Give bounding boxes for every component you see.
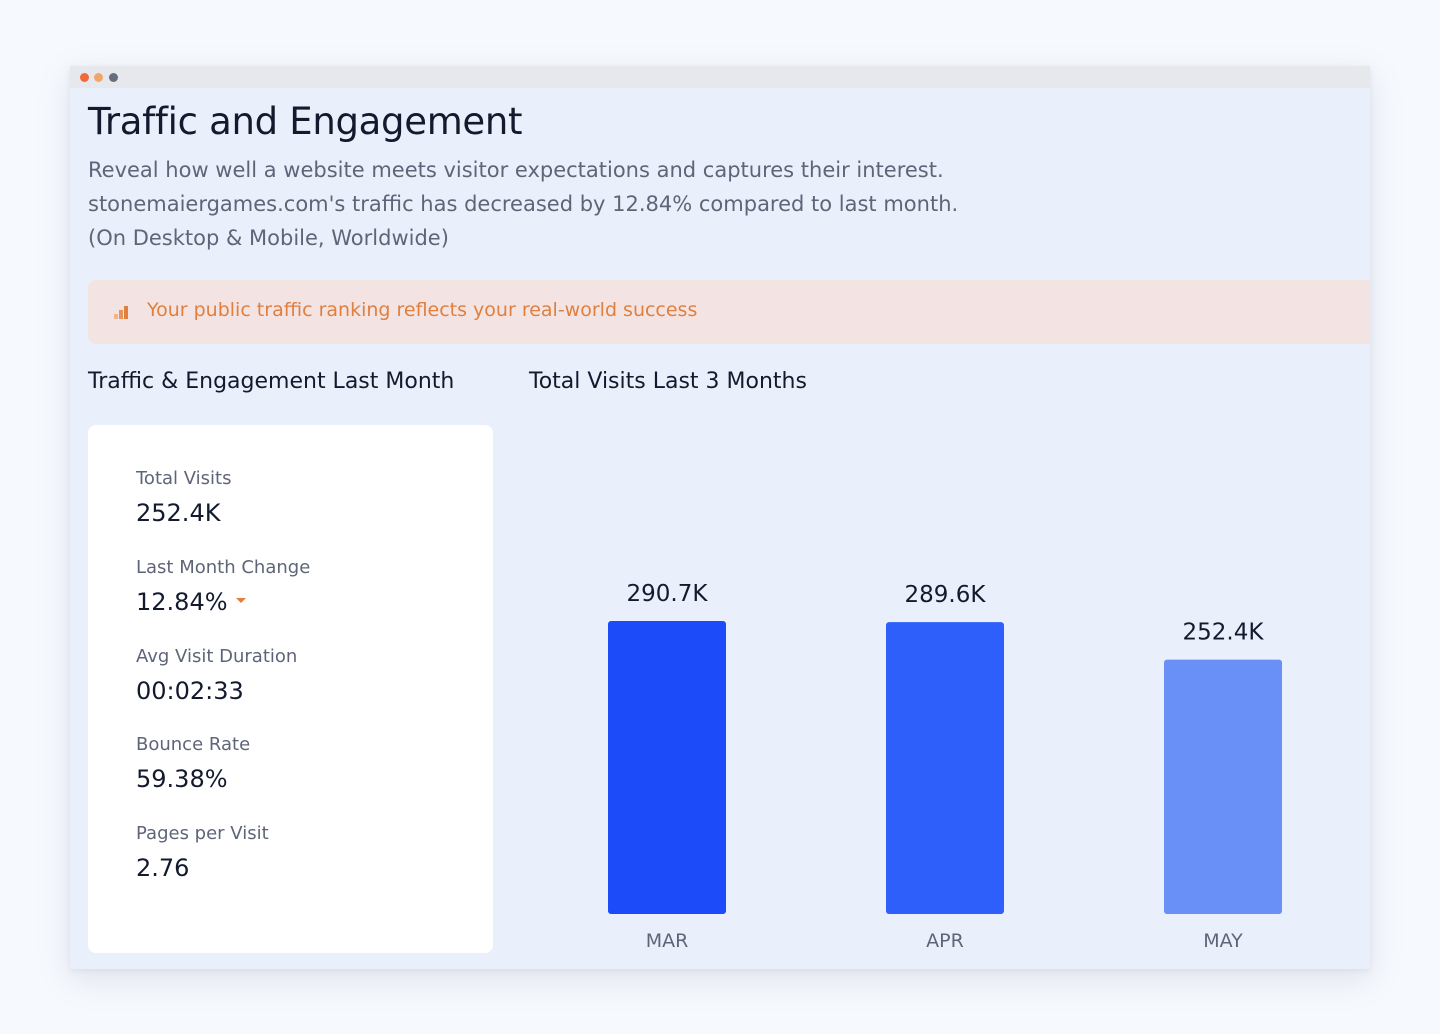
stat-label: Avg Visit Duration [136, 646, 298, 667]
stat-value-text: 12.84% [136, 588, 228, 616]
stat-value: 00:02:33 [136, 677, 297, 705]
stat-pages-per-visit: Pages per Visit 2.76 [136, 823, 269, 882]
stat-value: 252.4K [136, 499, 232, 527]
stat-label: Last Month Change [136, 557, 311, 578]
bar-may[interactable] [1164, 659, 1282, 914]
data-label-may: 252.4K [1183, 620, 1265, 646]
stat-value-text: 59.38% [136, 765, 228, 793]
window-dot-gray[interactable] [109, 73, 118, 82]
description-line-2: stonemaiergames.com's traffic has decrea… [88, 192, 959, 216]
bar-chart-icon [114, 306, 128, 319]
stat-value: 2.76 [136, 854, 269, 882]
stat-value: 59.38% [136, 765, 250, 793]
stat-bounce-rate: Bounce Rate 59.38% [136, 734, 250, 793]
stat-total-visits: Total Visits 252.4K [136, 468, 232, 527]
window-titlebar [70, 66, 1370, 88]
stat-value: 12.84% [136, 588, 310, 616]
bar-apr[interactable] [886, 622, 1004, 914]
ranking-banner[interactable]: Your public traffic ranking reflects you… [88, 280, 1370, 344]
window-dot-orange[interactable] [94, 73, 103, 82]
window-dot-red[interactable] [80, 73, 89, 82]
x-tick-may: MAY [1203, 930, 1243, 952]
data-label-mar: 290.7K [627, 581, 709, 607]
stat-label: Bounce Rate [136, 734, 251, 755]
trend-down-icon [235, 597, 246, 603]
app-window: Traffic and Engagement Reveal how well a… [70, 66, 1370, 969]
chart-section-title: Total Visits Last 3 Months [529, 369, 807, 394]
stat-value-text: 00:02:33 [136, 677, 244, 705]
x-tick-mar: MAR [646, 930, 689, 952]
stats-section-title: Traffic & Engagement Last Month [88, 369, 455, 394]
stat-value-text: 252.4K [136, 499, 221, 527]
total-visits-bar-chart: 290.7K MAR 289.6K APR 252.4K MAY [608, 581, 1282, 952]
stat-last-month-change: Last Month Change 12.84% [136, 557, 310, 616]
stat-avg-visit-duration: Avg Visit Duration 00:02:33 [136, 646, 297, 705]
stat-label: Total Visits [136, 468, 232, 489]
bar-mar[interactable] [608, 621, 726, 914]
stats-card: Total Visits 252.4K Last Month Change 12… [88, 425, 493, 953]
stat-value-text: 2.76 [136, 854, 190, 882]
data-label-apr: 289.6K [905, 582, 987, 608]
page-title: Traffic and Engagement [88, 100, 523, 143]
description-line-3: (On Desktop & Mobile, Worldwide) [88, 226, 449, 250]
stat-label: Pages per Visit [136, 823, 269, 844]
banner-text: Your public traffic ranking reflects you… [147, 299, 698, 321]
x-tick-apr: APR [926, 930, 964, 952]
description-line-1: Reveal how well a website meets visitor … [88, 158, 944, 182]
